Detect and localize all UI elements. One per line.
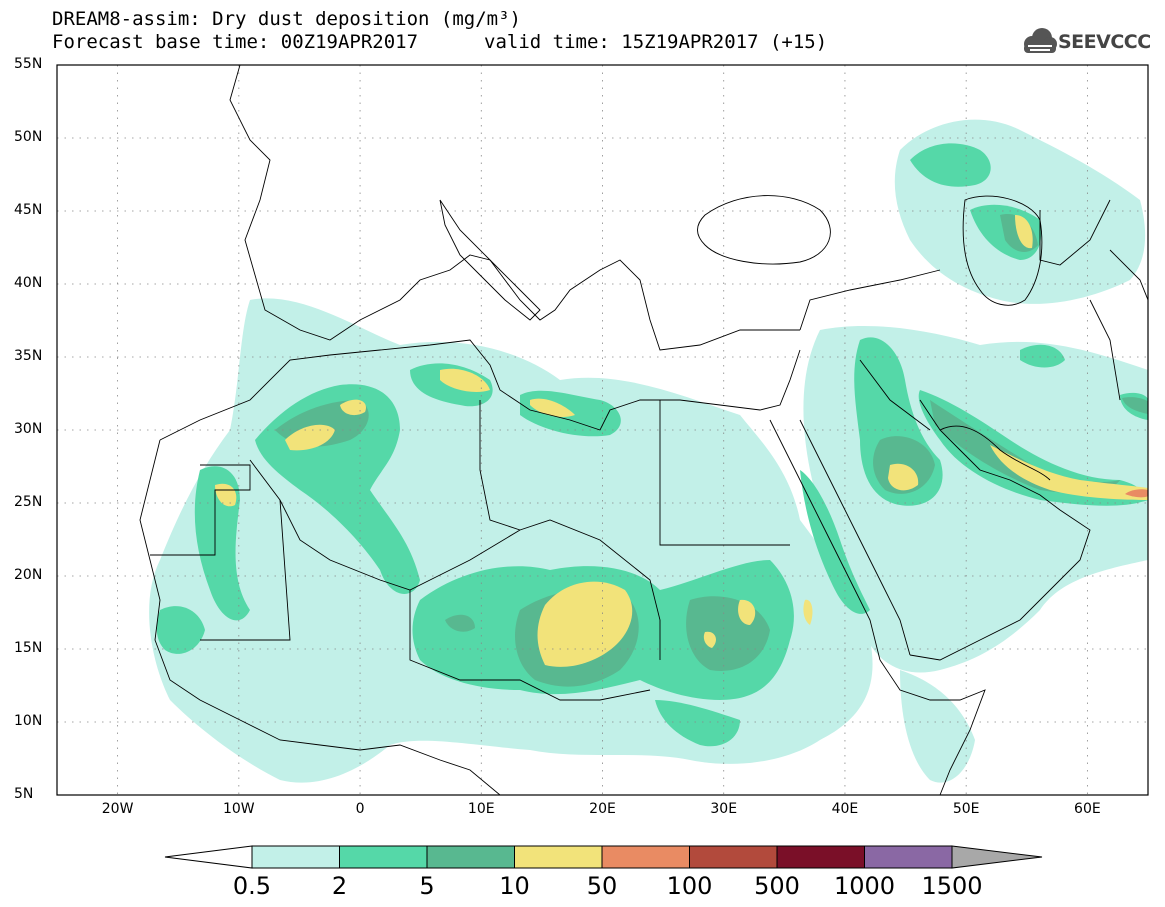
lon-tick-label: 30E bbox=[710, 801, 738, 817]
colorbar-label: 1000 bbox=[833, 872, 896, 900]
lon-tick-label: 60E bbox=[1074, 801, 1101, 817]
lat-tick-label: 30N bbox=[14, 421, 43, 437]
map-gridlines bbox=[57, 65, 1148, 795]
lat-tick-label: 10N bbox=[14, 713, 43, 729]
lon-tick-label: 50E bbox=[952, 801, 980, 817]
lon-tick-label: 40E bbox=[831, 801, 859, 817]
colorbar-swatch bbox=[426, 845, 515, 869]
lon-tick-label: 20E bbox=[589, 801, 616, 817]
plot-frame bbox=[56, 64, 1149, 796]
colorbar-swatch bbox=[251, 845, 340, 869]
colorbar-label: 1500 bbox=[921, 872, 983, 900]
lat-tick-label: 15N bbox=[14, 640, 43, 656]
lat-tick-label: 55N bbox=[14, 56, 43, 72]
dust-contours bbox=[149, 119, 1148, 783]
colorbar-over-arrow bbox=[951, 845, 1043, 869]
colorbar-label: 50 bbox=[586, 872, 618, 900]
lat-tick-label: 50N bbox=[14, 129, 43, 145]
colorbar-swatch bbox=[689, 845, 778, 869]
cloud-icon bbox=[1024, 28, 1057, 53]
colorbar-label: 500 bbox=[754, 872, 800, 900]
lat-tick-label: 40N bbox=[14, 275, 43, 291]
forecast-base-time: Forecast base time: 00Z19APR2017 bbox=[52, 31, 419, 53]
lat-tick-label: 45N bbox=[14, 202, 43, 218]
lon-tick-label: 20W bbox=[101, 801, 134, 817]
colorbar-label: 5 bbox=[419, 872, 435, 900]
colorbar-label: 100 bbox=[666, 872, 713, 900]
colorbar bbox=[164, 845, 1043, 869]
logo-text: SEEVCCC bbox=[1058, 31, 1151, 53]
colorbar-under-arrow bbox=[164, 845, 253, 869]
lat-tick-label: 20N bbox=[14, 567, 43, 583]
colorbar-label: 0.5 bbox=[232, 872, 272, 900]
coastlines bbox=[139, 65, 1148, 795]
colorbar-swatch bbox=[776, 845, 865, 869]
lon-tick-label: 0 bbox=[355, 801, 365, 817]
lat-tick-label: 5N bbox=[14, 786, 34, 802]
map-title: DREAM8-assim: Dry dust deposition (mg/m³… bbox=[52, 8, 521, 30]
colorbar-swatch bbox=[864, 845, 953, 869]
colorbar-swatch bbox=[514, 845, 603, 869]
colorbar-label: 10 bbox=[499, 872, 530, 900]
colorbar-label: 2 bbox=[331, 872, 348, 900]
lon-tick-label: 10W bbox=[222, 801, 255, 817]
lat-tick-label: 25N bbox=[14, 494, 43, 510]
lat-tick-label: 35N bbox=[14, 348, 43, 364]
valid-time: valid time: 15Z19APR2017 (+15) bbox=[484, 31, 828, 53]
lon-tick-label: 10E bbox=[467, 801, 495, 817]
colorbar-swatch bbox=[601, 845, 690, 869]
colorbar-swatch bbox=[339, 845, 428, 869]
